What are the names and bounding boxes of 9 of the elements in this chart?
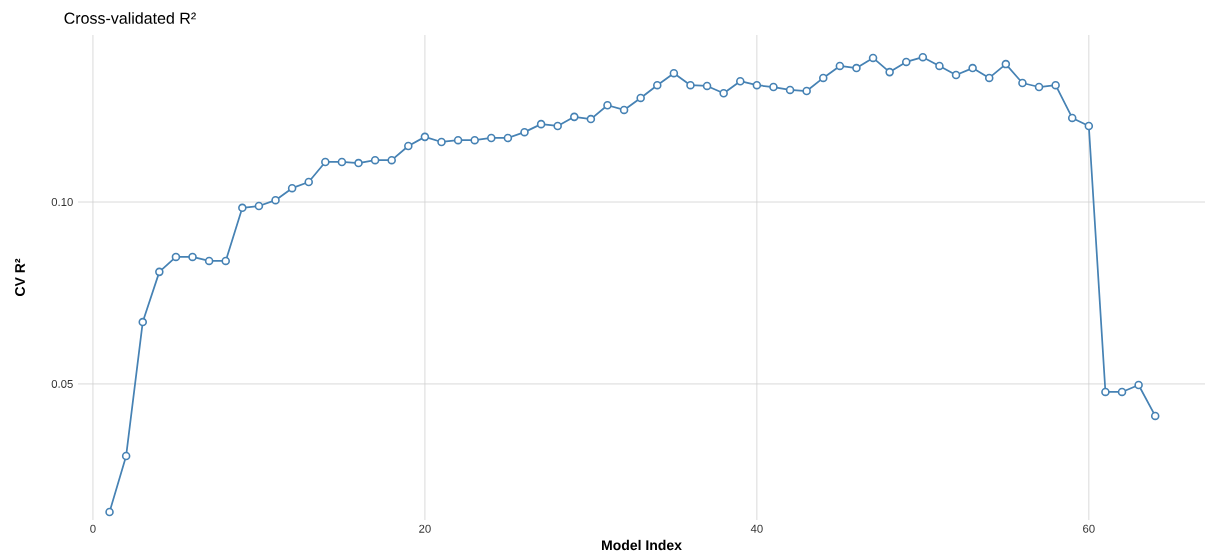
x-tick-label: 60 <box>1083 524 1095 533</box>
y-tick-label: 0.10 <box>51 198 73 207</box>
chart-title: Cross-validated R² <box>64 12 196 24</box>
x-axis-title: Model Index <box>602 539 682 551</box>
y-axis-title: CV R² <box>15 258 25 296</box>
x-tick-label: 0 <box>90 524 96 533</box>
x-tick-label: 40 <box>750 524 763 533</box>
x-tick-label: 20 <box>419 524 431 533</box>
y-tick-label: 0.05 <box>51 379 73 388</box>
